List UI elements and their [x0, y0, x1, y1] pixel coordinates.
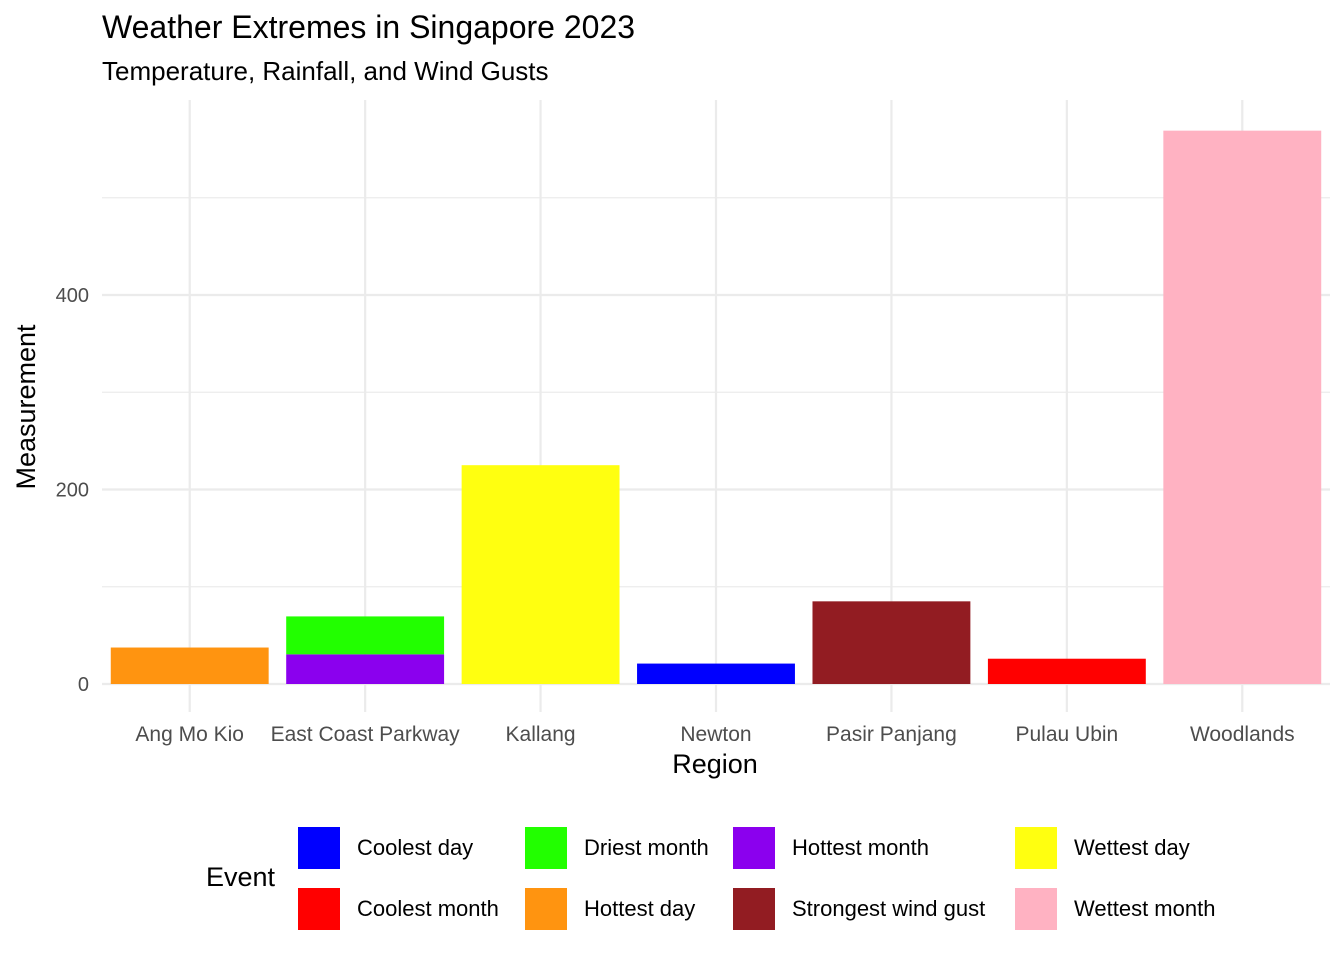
bar-east-coast-parkway-driest-month [286, 616, 445, 655]
legend-item: Driest month [525, 826, 709, 870]
bar-east-coast-parkway-hottest-month [286, 654, 445, 684]
bars [110, 130, 1322, 684]
bar-kallang-wettest-day [461, 465, 620, 684]
legend-item: Wettest month [1015, 887, 1215, 931]
legend-swatch [298, 827, 340, 869]
legend-swatch [298, 888, 340, 930]
legend-swatch [1015, 827, 1057, 869]
x-tick-label: Pulau Ubin [1015, 723, 1118, 746]
x-tick-label: East Coast Parkway [271, 723, 461, 746]
legend-label: Coolest month [357, 896, 499, 921]
y-tick-label: 200 [56, 480, 89, 502]
x-tick-label: Kallang [506, 723, 576, 746]
legend-swatch [525, 827, 567, 869]
legend-label: Hottest day [584, 896, 696, 921]
legend-item: Hottest month [733, 826, 929, 870]
legend-item: Coolest day [298, 826, 473, 870]
x-tick-label: Newton [680, 723, 751, 746]
y-tick-label: 0 [78, 674, 89, 696]
legend-label: Wettest day [1074, 835, 1190, 860]
legend-item: Wettest day [1015, 826, 1190, 870]
legend-swatch [733, 827, 775, 869]
legend-label: Coolest day [357, 835, 474, 860]
bar-woodlands-wettest-month [1163, 130, 1322, 684]
legend-item: Hottest day [525, 887, 695, 931]
x-axis-title: Region [672, 749, 758, 779]
y-axis-ticks: 0 200 400 [56, 285, 89, 696]
x-axis-ticks: Ang Mo Kio East Coast Parkway Kallang Newto… [135, 723, 1294, 746]
legend-label: Hottest month [792, 835, 929, 860]
legend-swatch [525, 888, 567, 930]
legend-label: Driest month [584, 835, 709, 860]
x-tick-label: Pasir Panjang [826, 723, 957, 746]
bar-pasir-panjang-strongest-wind-gust [812, 601, 971, 684]
legend-swatch [1015, 888, 1057, 930]
legend-item: Coolest month [298, 887, 499, 931]
bar-newton-coolest-day [637, 663, 795, 684]
y-axis-title: Measurement [11, 324, 41, 490]
legend-item: Strongest wind gust [733, 887, 985, 931]
bar-pulau-ubin-coolest-month [987, 658, 1146, 684]
legend-label: Wettest month [1074, 896, 1216, 921]
chart-title: Weather Extremes in Singapore 2023 [102, 9, 636, 45]
x-tick-label: Woodlands [1190, 723, 1295, 746]
chart-subtitle: Temperature, Rainfall, and Wind Gusts [102, 56, 549, 86]
plot-area: 0 200 400 Ang Mo Kio East Coast Parkway Kall… [11, 100, 1330, 779]
y-tick-label: 400 [56, 285, 89, 307]
legend-label: Strongest wind gust [792, 896, 986, 921]
legend-swatch [733, 888, 775, 930]
bar-ang-mo-kio-hottest-day [110, 647, 269, 684]
legend-title: Event [206, 862, 276, 892]
x-tick-label: Ang Mo Kio [135, 723, 244, 746]
